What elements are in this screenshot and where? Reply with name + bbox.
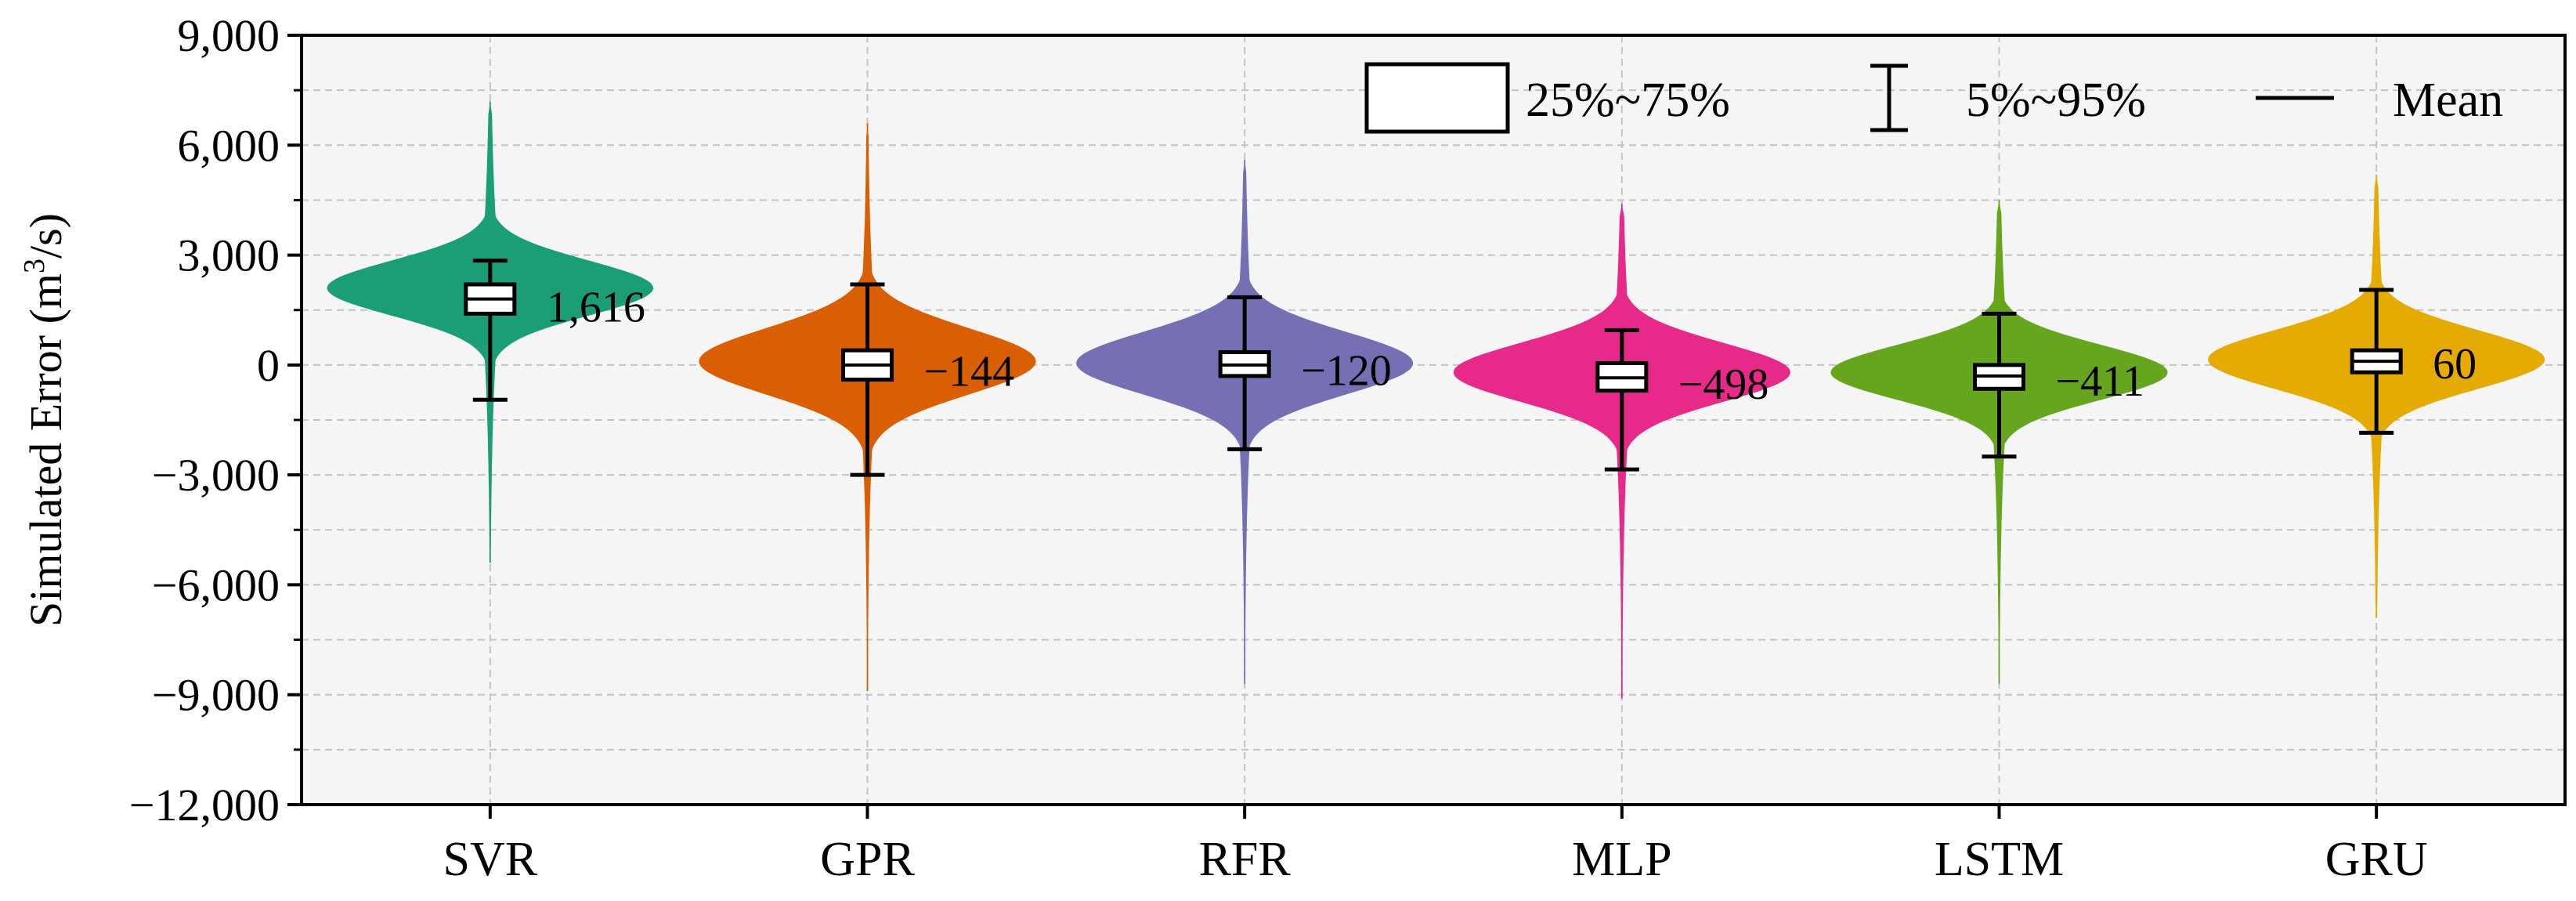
legend-mean-label: Mean [2393,74,2503,127]
y-tick-label: −12,000 [129,780,280,830]
y-axis-title-tail: /s) [20,213,71,259]
x-tick-label: SVR [443,833,538,886]
y-tick-label: 9,000 [178,10,280,61]
y-tick-label: 3,000 [178,230,280,281]
mean-label-gpr: −144 [924,348,1015,396]
x-tick-label: GPR [820,833,915,886]
mean-label-mlp: −498 [1678,360,1769,409]
legend-box-swatch [1364,62,1510,134]
y-tick-label: −3,000 [152,450,280,501]
mean-label-rfr: −120 [1301,346,1392,395]
legend-whisker-swatch [1870,63,1908,132]
legend-whisker-label: 5%~95% [1966,74,2146,127]
x-tick-label: RFR [1199,833,1292,886]
legend: 25%~75% 5%~95% Mean [1364,62,2503,134]
axes: 9,000 6,000 3,000 0 −3,000 −6,000 −9,000 −12,00… [129,10,2428,886]
x-tick-label: LSTM [1935,833,2064,886]
y-tick-label: 6,000 [178,120,280,171]
mean-label-lstm: −411 [2056,357,2145,406]
mean-label-gru: 60 [2433,340,2477,389]
legend-box-label: 25%~75% [1526,74,1730,127]
y-axis-title: Simulated Error (m3/s) [18,213,71,627]
y-tick-label: 0 [257,340,280,391]
y-axis-title-sup: 3 [18,259,51,273]
boxes [464,259,2403,477]
x-tick-label: GRU [2325,833,2428,886]
mean-label-svr: 1,616 [547,283,645,331]
y-tick-label: −6,000 [152,559,280,610]
x-tick-label: MLP [1572,833,1671,886]
mean-labels: 1,616 −144 −120 −498 −411 60 [547,283,2477,409]
y-axis-title-main: Simulated Error (m [20,273,71,627]
y-tick-label: −9,000 [152,670,280,721]
